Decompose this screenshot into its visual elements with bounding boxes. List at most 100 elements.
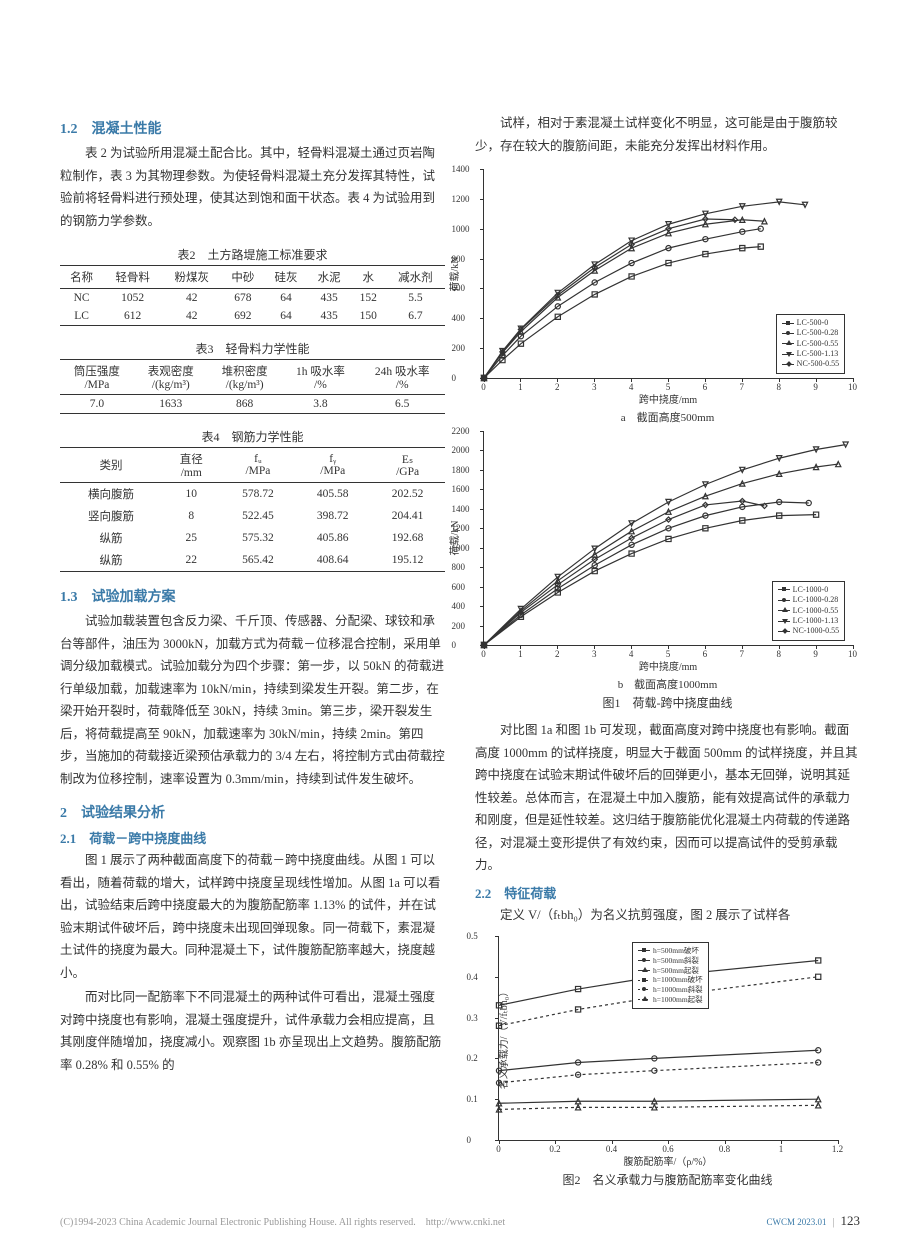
table-header: Eₛ/GPa [370,448,445,483]
table-cell: NC [60,289,103,308]
table-header: 堆积密度/(kg/m³) [208,360,282,395]
para-concrete-intro: 表 2 为试验所用混凝土配合比。其中，轻骨料混凝土通过页岩陶粒制作，表 3 为其… [60,142,445,232]
table-header: 类别 [60,448,162,483]
table-header: 水 [351,266,386,289]
table-header: 直径/mm [162,448,221,483]
table-cell: 612 [103,307,162,326]
chart-c-xlabel: 腹筋配筋率/（ρ/%） [624,1153,713,1168]
figure-2-chart: 名义承载力/（V/fₜbh₀） 腹筋配筋率/（ρ/%） h=500mm破坏h=5… [498,936,838,1141]
chart-c-ylabel: 名义承载力/（V/fₜbh₀） [494,987,509,1090]
heading-1-3: 1.3 试验加载方案 [60,586,445,606]
chart-a-xlabel: 跨中挠度/mm [639,391,697,406]
table4-title: 表4 钢筋力学性能 [60,428,445,445]
table-cell: 522.45 [221,505,296,527]
chart-b-legend: LC-1000-0LC-1000-0.28LC-1000-0.55LC-1000… [772,581,845,641]
table2-title: 表2 土方路堤施工标准要求 [60,246,445,263]
table-cell: 7.0 [60,395,134,414]
table-row: NC105242678644351525.5 [60,289,445,308]
figure-2-title: 图2 名义承载力与腹筋配筋率变化曲线 [475,1171,860,1188]
table-cell: LC [60,307,103,326]
table-row: 7.016338683.86.5 [60,395,445,414]
table-cell: 192.68 [370,527,445,549]
table-header: 硅灰 [264,266,307,289]
table2: 名称轻骨料粉煤灰中砂硅灰水泥水减水剂 NC105242678644351525.… [60,265,445,326]
table-cell: 6.7 [386,307,445,326]
figure-1a-subtitle: a 截面高度500mm [475,409,860,425]
table-cell: 150 [351,307,386,326]
table-header: 水泥 [308,266,351,289]
para-compare: 对比图 1a 和图 1b 可发现，截面高度对跨中挠度也有影响。截面高度 1000… [475,719,860,877]
table-cell: 8 [162,505,221,527]
table-row: 纵筋22565.42408.64195.12 [60,549,445,572]
figure-1b-chart: 荷载/kN 跨中挠度/mm LC-1000-0LC-1000-0.28LC-10… [483,431,853,646]
table-header: 轻骨料 [103,266,162,289]
figure-1-title: 图1 荷载-跨中挠度曲线 [475,694,860,711]
table-cell: 152 [351,289,386,308]
table-cell: 64 [264,289,307,308]
table-cell: 398.72 [295,505,370,527]
table-cell: 565.42 [221,549,296,572]
chart-a-legend: LC-500-0LC-500-0.28LC-500-0.55LC-500-1.1… [776,314,845,374]
table-cell: 1052 [103,289,162,308]
heading-2-2: 2.2 特征荷载 [475,883,860,902]
page-footer: (C)1994-2023 China Academic Journal Elec… [60,1213,860,1229]
table4: 类别直径/mmfᵤ/MPafᵧ/MPaEₛ/GPa 横向腹筋10578.7240… [60,447,445,572]
table-cell: 25 [162,527,221,549]
footer-tag: CWCM 2023.01 [766,1217,826,1227]
table3-title: 表3 轻骨料力学性能 [60,340,445,357]
heading-1-2: 1.2 混凝土性能 [60,118,445,138]
para-result-2: 而对比同一配筋率下不同混凝土的两种试件可看出，混凝土强度对跨中挠度也有影响，混凝… [60,986,445,1076]
chart-c-legend: h=500mm破坏h=500mm斜裂h=500mm起裂h=1000mm破坏h=1… [632,942,709,1009]
table-header: 24h 吸水率/% [359,360,445,395]
table-header: 中砂 [221,266,264,289]
table-cell: 678 [221,289,264,308]
table-header: 筒压强度/MPa [60,360,134,395]
table-cell: 405.58 [295,483,370,506]
table-cell: 横向腹筋 [60,483,162,506]
para-nominal: 定义 V/（fₜbh₀）为名义抗剪强度，图 2 展示了试样各 [475,904,860,927]
heading-2: 2 试验结果分析 [60,802,445,822]
table-cell: 578.72 [221,483,296,506]
table-cell: 5.5 [386,289,445,308]
table-cell: 435 [308,307,351,326]
table-header: 1h 吸水率/% [282,360,360,395]
table-cell: 204.41 [370,505,445,527]
table-cell: 202.52 [370,483,445,506]
table-cell: 405.86 [295,527,370,549]
table-cell: 1633 [134,395,208,414]
table-cell: 435 [308,289,351,308]
heading-2-1: 2.1 荷载－跨中挠度曲线 [60,828,445,847]
table-cell: 6.5 [359,395,445,414]
table-cell: 408.64 [295,549,370,572]
table-header: 粉煤灰 [162,266,221,289]
table-header: fᵤ/MPa [221,448,296,483]
table-cell: 42 [162,289,221,308]
table-row: 竖向腹筋8522.45398.72204.41 [60,505,445,527]
page-number: 123 [841,1213,861,1229]
table-row: 纵筋25575.32405.86192.68 [60,527,445,549]
table-row: 横向腹筋10578.72405.58202.52 [60,483,445,506]
figure-1b-subtitle: b 截面高度1000mm [475,676,860,692]
table-cell: 42 [162,307,221,326]
table-cell: 575.32 [221,527,296,549]
table-cell: 纵筋 [60,527,162,549]
para-continuation: 试样，相对于素混凝土试样变化不明显，这可能是由于腹筋较少，存在较大的腹筋间距，未… [475,112,860,157]
table-cell: 3.8 [282,395,360,414]
table-cell: 22 [162,549,221,572]
table-cell: 10 [162,483,221,506]
table-cell: 868 [208,395,282,414]
table-cell: 竖向腹筋 [60,505,162,527]
figure-1a-chart: 荷载/kN 跨中挠度/mm LC-500-0LC-500-0.28LC-500-… [483,169,853,379]
table-cell: 64 [264,307,307,326]
left-column: 1.2 混凝土性能 表 2 为试验所用混凝土配合比。其中，轻骨料混凝土通过页岩陶… [60,110,445,1196]
right-column: 试样，相对于素混凝土试样变化不明显，这可能是由于腹筋较少，存在较大的腹筋间距，未… [475,110,860,1196]
table3: 筒压强度/MPa表观密度/(kg/m³)堆积密度/(kg/m³)1h 吸水率/%… [60,359,445,414]
footer-copyright: (C)1994-2023 China Academic Journal Elec… [60,1213,505,1228]
table-header: fᵧ/MPa [295,448,370,483]
table-row: LC61242692644351506.7 [60,307,445,326]
table-cell: 纵筋 [60,549,162,572]
para-result-1: 图 1 展示了两种截面高度下的荷载－跨中挠度曲线。从图 1 可以看出，随着荷载的… [60,849,445,984]
table-cell: 195.12 [370,549,445,572]
table-header: 表观密度/(kg/m³) [134,360,208,395]
table-header: 名称 [60,266,103,289]
